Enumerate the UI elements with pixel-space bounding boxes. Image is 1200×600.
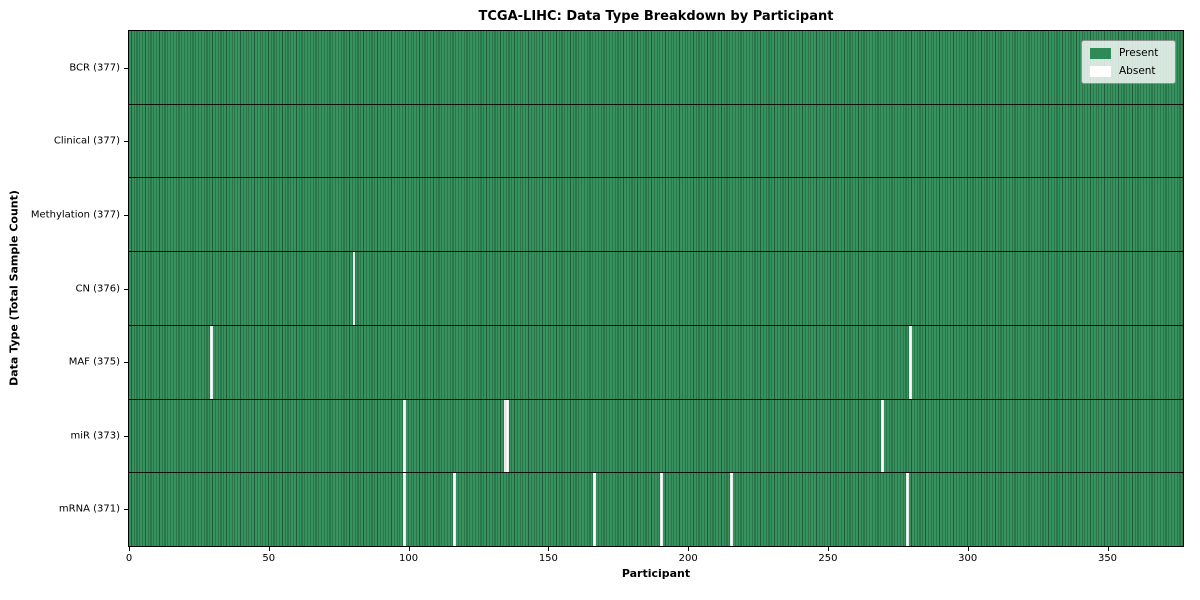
absent-cell [352, 252, 356, 325]
x-tick [688, 547, 690, 551]
x-axis-label: Participant [621, 567, 691, 580]
legend-label-present: Present [1119, 47, 1159, 59]
y-tick-label-clinical: Clinical (377) [53, 135, 120, 147]
y-tick [124, 509, 128, 511]
plot-area [128, 30, 1184, 547]
absent-cell [210, 325, 213, 399]
present-swatch-icon [1090, 47, 1111, 59]
x-tick-label: 200 [678, 553, 698, 564]
x-tick [548, 547, 550, 551]
x-tick [967, 547, 969, 551]
y-tick [124, 288, 128, 290]
x-tick-label: 150 [538, 553, 558, 564]
legend-label-absent: Absent [1119, 65, 1156, 77]
x-tick-label: 250 [818, 553, 838, 564]
y-tick-label-mir: miR (373) [70, 430, 120, 442]
x-tick [827, 547, 829, 551]
y-tick-label-maf: MAF (375) [68, 356, 120, 368]
x-tick [129, 547, 130, 551]
y-tick [124, 214, 128, 216]
y-tick [124, 67, 128, 69]
absent-cell [660, 473, 663, 547]
absent-cell [909, 325, 912, 399]
absent-cell [906, 473, 909, 547]
x-tick-label: 300 [958, 553, 978, 564]
heatmap-row-clinical [129, 104, 1183, 179]
y-tick-label-methylation: Methylation (377) [30, 209, 120, 221]
absent-cell [402, 473, 406, 547]
x-tick-label: 50 [262, 553, 276, 564]
heatmap-row-mir [129, 399, 1183, 474]
legend-item-present: Present [1090, 47, 1167, 59]
y-tick [124, 435, 128, 437]
absent-cell [593, 473, 596, 547]
chart-title: TCGA-LIHC: Data Type Breakdown by Partic… [478, 9, 834, 24]
x-tick-label: 350 [1097, 553, 1118, 564]
x-tick [408, 547, 410, 551]
y-tick [124, 362, 128, 364]
x-tick-label: 100 [399, 553, 419, 564]
absent-cell [881, 399, 884, 473]
absent-cell [453, 473, 457, 547]
y-tick-label-cn: CN (376) [75, 283, 120, 294]
y-tick-label-mrna: mRNA (371) [58, 503, 120, 515]
y-tick [124, 141, 128, 143]
absent-cell [503, 399, 507, 473]
heatmap-row-methylation [129, 178, 1183, 253]
x-tick-label: 0 [125, 553, 133, 564]
absent-cell [402, 399, 406, 473]
legend: Present Absent [1081, 40, 1176, 84]
absent-cell [506, 399, 510, 473]
x-tick [1107, 547, 1109, 551]
legend-item-absent: Absent [1090, 65, 1167, 77]
heatmap-row-mrna [129, 473, 1183, 547]
heatmap-row-maf [129, 325, 1183, 400]
heatmap-row-bcr [129, 31, 1183, 105]
absent-swatch-icon [1090, 65, 1111, 77]
absent-cell [730, 473, 733, 547]
y-tick-label-bcr: BCR (377) [69, 62, 120, 74]
x-tick [268, 547, 270, 551]
heatmap-row-cn [129, 252, 1183, 326]
